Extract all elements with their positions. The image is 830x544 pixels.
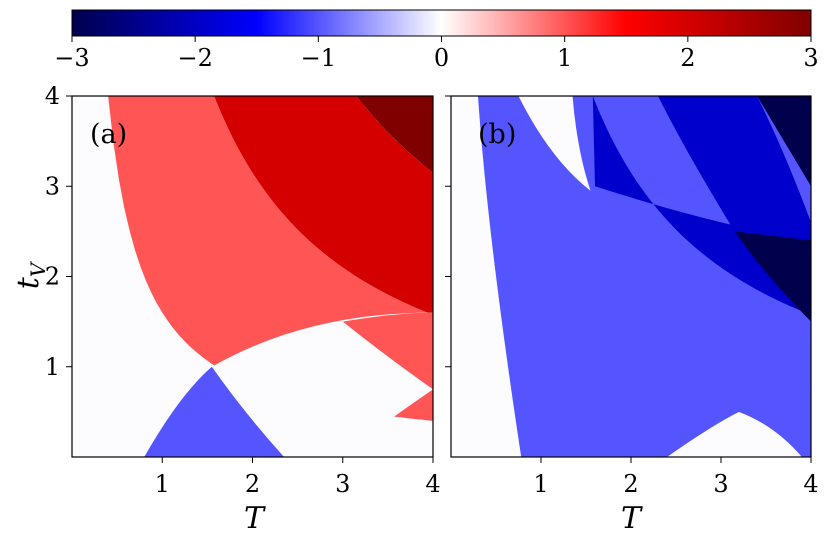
colorbar-tick-label: −1 xyxy=(301,44,336,72)
x-tick-label: 3 xyxy=(335,470,350,498)
x-tick-label: 1 xyxy=(533,470,548,498)
x-tick-label: 2 xyxy=(623,470,638,498)
colorbar-tick-label: 2 xyxy=(680,44,695,72)
panel-b-region-neg2-top xyxy=(658,96,811,241)
panel-b-label: (b) xyxy=(478,119,516,150)
x-tick-label: 4 xyxy=(425,470,440,498)
panel-b-region-neg1-lens xyxy=(739,384,811,457)
panel-b-region-zero-bottom xyxy=(667,411,802,457)
colorbar: −3 −2 −1 0 1 2 3 xyxy=(54,9,819,72)
panel-b-region-neg3 xyxy=(757,96,811,187)
panel-b-region-zero-top xyxy=(518,96,591,191)
panel-a: (a) 1 2 3 4 1 2 3 4 T tV xyxy=(11,82,441,536)
y-tick-label: 1 xyxy=(45,353,60,381)
panel-b-x-axis-title: T xyxy=(621,501,643,536)
panel-a-label: (a) xyxy=(90,119,127,150)
colorbar-ticks: −3 −2 −1 0 1 2 3 xyxy=(54,36,819,72)
colorbar-gradient xyxy=(71,9,812,37)
panel-a-region-2 xyxy=(214,96,433,315)
x-tick-label: 3 xyxy=(713,470,728,498)
panel-a-region-1-right xyxy=(342,312,433,390)
y-tick-label: 4 xyxy=(45,82,60,110)
colorbar-tick-label: 1 xyxy=(557,44,572,72)
panel-a-region-neg1 xyxy=(144,366,285,457)
panel-a-y-axis-title: tV xyxy=(11,260,50,289)
colorbar-tick-label: 3 xyxy=(803,44,818,72)
x-tick-label: 4 xyxy=(803,470,818,498)
panel-b-x-ticks: 1 2 3 4 xyxy=(445,95,819,498)
colorbar-tick-label: −2 xyxy=(177,44,212,72)
panel-b-region-neg3-lower xyxy=(734,231,811,322)
x-tick-label: 2 xyxy=(245,470,260,498)
panel-a-x-axis-title: T xyxy=(244,501,266,536)
x-tick-label: 1 xyxy=(155,470,170,498)
y-axis-title-main: t xyxy=(11,276,46,289)
y-tick-label: 3 xyxy=(45,172,60,200)
y-axis-title-subscript: V xyxy=(26,260,50,277)
panel-a-y-ticks: 1 2 3 4 xyxy=(45,82,72,381)
panel-a-region-3 xyxy=(356,96,433,173)
colorbar-tick-label: −3 xyxy=(54,44,89,72)
panel-a-x-ticks: 1 2 3 4 xyxy=(155,457,441,498)
panel-b: (b) 1 2 3 4 T xyxy=(445,95,819,536)
y-tick-label: 2 xyxy=(45,263,60,291)
colorbar-tick-label: 0 xyxy=(434,44,449,72)
